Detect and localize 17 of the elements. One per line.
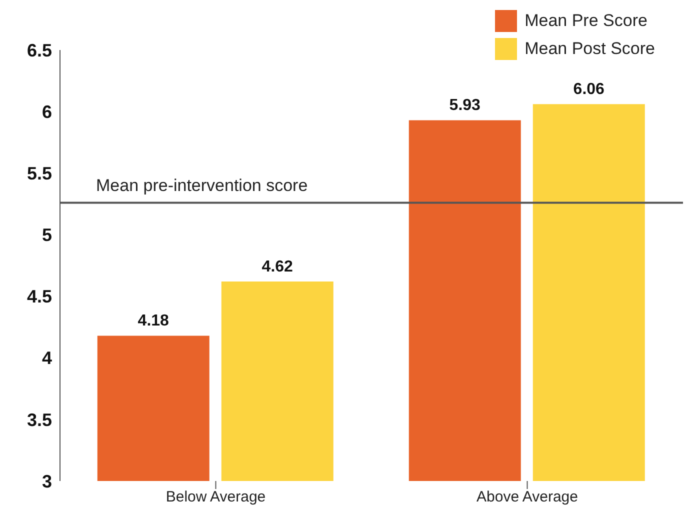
legend-label: Mean Post Score xyxy=(524,39,655,59)
data-label: 4.18 xyxy=(138,312,170,330)
data-label: 6.06 xyxy=(573,81,605,98)
data-label: 5.93 xyxy=(449,97,481,114)
data-label: 4.62 xyxy=(262,258,294,276)
legend-label: Mean Pre Score xyxy=(524,11,648,31)
y-tick-label: 5.5 xyxy=(26,164,52,184)
y-tick-label: 4 xyxy=(42,348,52,368)
y-tick-label: 3 xyxy=(42,471,52,492)
y-tick-label: 6 xyxy=(42,102,52,122)
y-tick-label: 6.5 xyxy=(26,40,52,60)
y-tick-label: 3.5 xyxy=(26,410,52,430)
y-tick-label: 5 xyxy=(42,225,52,246)
y-tick-label: 4.5 xyxy=(26,286,52,307)
ref-line-label: Mean pre-intervention score xyxy=(96,176,308,195)
x-tick-label: Above Average xyxy=(476,488,578,506)
x-tick-label: Below Average xyxy=(166,488,266,506)
